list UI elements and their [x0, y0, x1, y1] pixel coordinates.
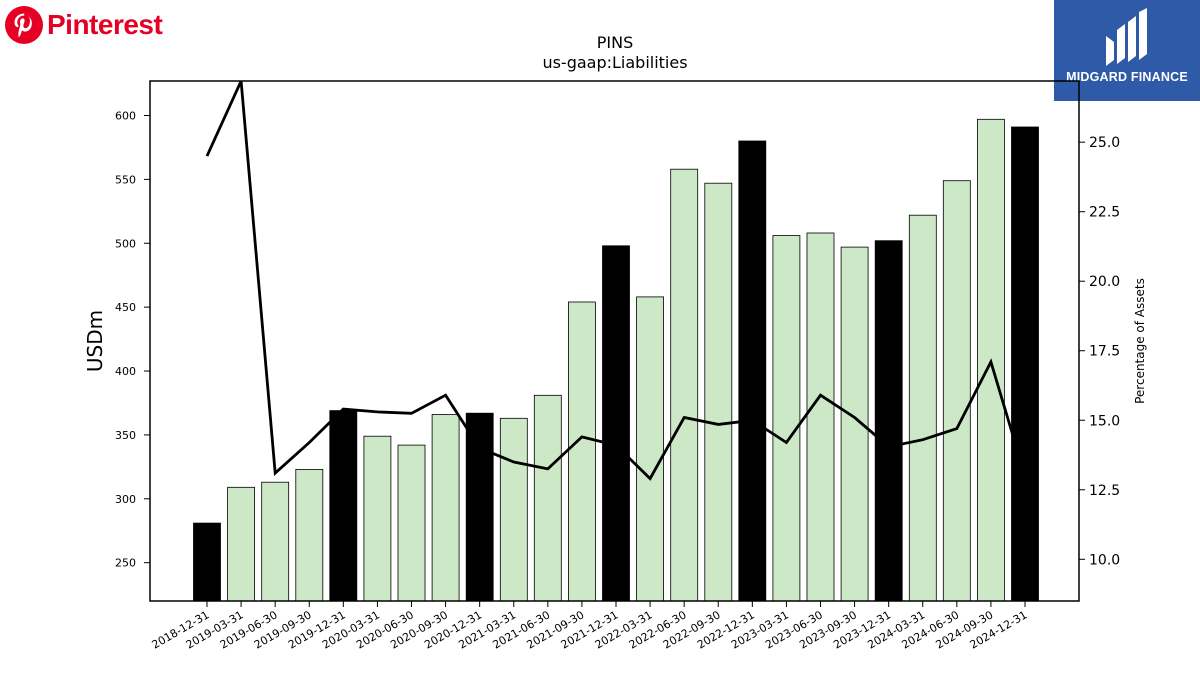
percentage-line	[205, 81, 1027, 481]
bar-2021-09-30	[568, 301, 596, 602]
midgard-wordmark: MIDGARD FINANCE	[1066, 70, 1188, 84]
bar-2018-12-31	[193, 522, 221, 602]
y2-tick-label-20.0: 20.0	[1089, 274, 1120, 290]
y-tick-label-550: 550	[115, 173, 136, 186]
y-tick-label-250: 250	[115, 557, 136, 570]
y-tick-label-600: 600	[115, 109, 136, 122]
y-tick-label-300: 300	[115, 493, 136, 506]
y-tick-label-400: 400	[115, 365, 136, 378]
chart-title: PINS	[597, 33, 634, 52]
bar-2023-12-31	[874, 240, 903, 602]
y-tick-label-450: 450	[115, 301, 136, 314]
bar-series	[193, 118, 1039, 602]
bar-2019-03-31	[227, 486, 256, 602]
bar-2019-06-30	[261, 481, 290, 602]
plot-frame	[149, 80, 1080, 602]
bar-2023-03-31	[772, 235, 801, 602]
y2-tick-label-17.5: 17.5	[1089, 344, 1120, 360]
y-axis-label: USDm	[83, 310, 107, 372]
pinterest-wordmark: Pinterest	[47, 9, 163, 40]
y2-tick-label-15.0: 15.0	[1089, 413, 1120, 429]
bar-2019-09-30	[295, 468, 324, 602]
bar-2021-12-31	[602, 245, 630, 602]
pinterest-logo: Pinterest	[5, 5, 163, 45]
bar-2022-06-30	[670, 168, 699, 602]
bar-2022-09-30	[704, 182, 733, 602]
x-axis: 2018-12-312019-03-312019-06-302019-09-30…	[150, 601, 1030, 652]
y-tick-label-350: 350	[115, 429, 136, 442]
bar-2020-09-30	[431, 414, 460, 602]
y2-tick-label-25.0: 25.0	[1089, 135, 1120, 151]
bar-2024-03-31	[908, 214, 937, 602]
y2-tick-label-22.5: 22.5	[1089, 205, 1120, 221]
y2-tick-label-12.5: 12.5	[1089, 483, 1120, 499]
bar-2020-03-31	[363, 435, 392, 602]
pinterest-p-icon	[5, 6, 43, 44]
left-axis: 250 300 350 400 450 500 550 600	[115, 109, 150, 570]
bar-2021-06-30	[533, 394, 562, 602]
y2-tick-label-10.0: 10.0	[1089, 552, 1120, 568]
bar-2022-03-31	[636, 296, 664, 602]
bar-2020-06-30	[397, 444, 426, 602]
bar-2020-12-31	[465, 412, 494, 602]
right-axis: 10.0 12.5 15.0 17.5 20.0 22.5 25.0	[1079, 135, 1120, 568]
midgard-emblem-icon	[1106, 8, 1147, 66]
bar-2024-12-31	[1011, 126, 1039, 602]
bar-2024-06-30	[942, 180, 971, 602]
bar-2019-12-31	[329, 410, 358, 602]
bar-2022-12-31	[738, 140, 767, 602]
line-series	[205, 81, 1027, 481]
y2-axis-label: Percentage of Assets	[1133, 278, 1147, 404]
bar-2021-03-31	[499, 417, 528, 602]
bar-2023-06-30	[806, 232, 835, 602]
y-tick-label-500: 500	[115, 237, 136, 250]
chart-subtitle: us-gaap:Liabilities	[542, 53, 687, 72]
